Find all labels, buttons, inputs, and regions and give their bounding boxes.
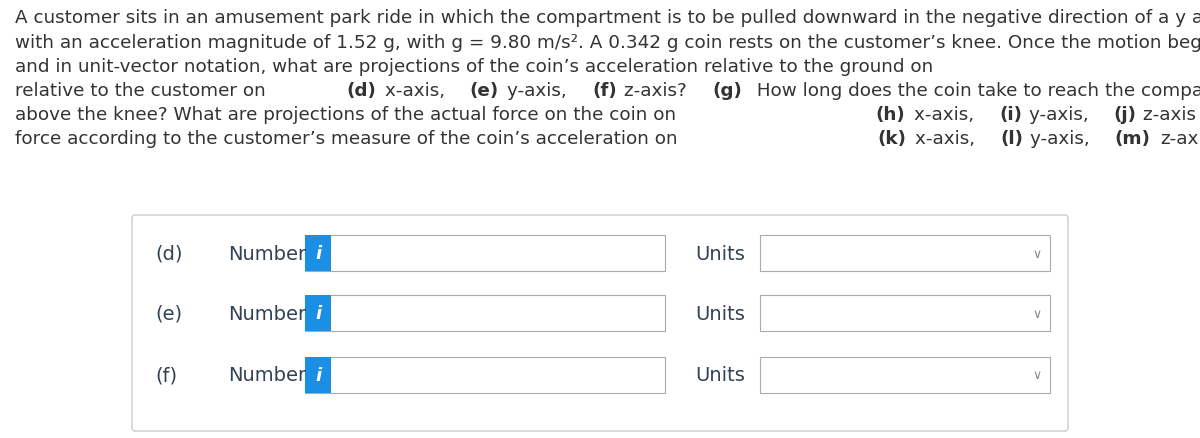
FancyBboxPatch shape <box>760 295 1050 331</box>
Text: x-axis,: x-axis, <box>914 106 980 124</box>
Text: i: i <box>314 366 322 384</box>
Text: above the knee? What are projections of the actual force on the coin on: above the knee? What are projections of … <box>14 106 682 124</box>
FancyBboxPatch shape <box>305 236 665 272</box>
Text: (d): (d) <box>346 82 376 100</box>
Text: Number: Number <box>228 304 306 323</box>
Text: ∨: ∨ <box>1033 369 1042 381</box>
Text: (j): (j) <box>1114 106 1136 124</box>
Text: i: i <box>314 244 322 262</box>
Text: (f): (f) <box>592 82 617 100</box>
Text: and in unit-vector notation, what are projections of the coin’s acceleration rel: and in unit-vector notation, what are pr… <box>14 58 940 76</box>
Text: (e): (e) <box>469 82 499 100</box>
FancyBboxPatch shape <box>305 295 331 331</box>
Text: A customer sits in an amusement park ride in which the compartment is to be pull: A customer sits in an amusement park rid… <box>14 9 1200 27</box>
Text: relative to the customer on: relative to the customer on <box>14 82 271 100</box>
Text: z-axis?: z-axis? <box>624 82 692 100</box>
Text: (e): (e) <box>155 304 182 323</box>
Text: z-axis and projections of the apparent: z-axis and projections of the apparent <box>1142 106 1200 124</box>
Text: (i): (i) <box>1000 106 1022 124</box>
Text: Units: Units <box>695 244 745 263</box>
Text: Units: Units <box>695 304 745 323</box>
Text: (f): (f) <box>155 366 178 385</box>
Text: Number: Number <box>228 244 306 263</box>
FancyBboxPatch shape <box>760 236 1050 272</box>
Text: (l): (l) <box>1000 130 1022 148</box>
Text: x-axis,: x-axis, <box>385 82 450 100</box>
Text: with an acceleration magnitude of 1.52 g, with g = 9.80 m/s². A 0.342 g coin res: with an acceleration magnitude of 1.52 g… <box>14 34 1200 52</box>
Text: ∨: ∨ <box>1033 247 1042 260</box>
Text: Number: Number <box>228 366 306 385</box>
Text: (h): (h) <box>876 106 905 124</box>
Text: y-axis,: y-axis, <box>508 82 572 100</box>
FancyBboxPatch shape <box>132 215 1068 431</box>
Text: (g): (g) <box>713 82 743 100</box>
Text: (m): (m) <box>1114 130 1150 148</box>
Text: ∨: ∨ <box>1033 307 1042 320</box>
Text: (d): (d) <box>155 244 182 263</box>
Text: y-axis,: y-axis, <box>1030 130 1096 148</box>
FancyBboxPatch shape <box>305 295 665 331</box>
Text: x-axis,: x-axis, <box>916 130 980 148</box>
Text: i: i <box>314 304 322 322</box>
FancyBboxPatch shape <box>305 236 331 272</box>
Text: Units: Units <box>695 366 745 385</box>
Text: How long does the coin take to reach the compartment ceiling, 2.3 m: How long does the coin take to reach the… <box>751 82 1200 100</box>
Text: force according to the customer’s measure of the coin’s acceleration on: force according to the customer’s measur… <box>14 130 684 148</box>
FancyBboxPatch shape <box>305 357 665 393</box>
Text: y-axis,: y-axis, <box>1028 106 1094 124</box>
FancyBboxPatch shape <box>760 357 1050 393</box>
Text: z-axis?: z-axis? <box>1160 130 1200 148</box>
Text: (k): (k) <box>877 130 906 148</box>
FancyBboxPatch shape <box>305 357 331 393</box>
